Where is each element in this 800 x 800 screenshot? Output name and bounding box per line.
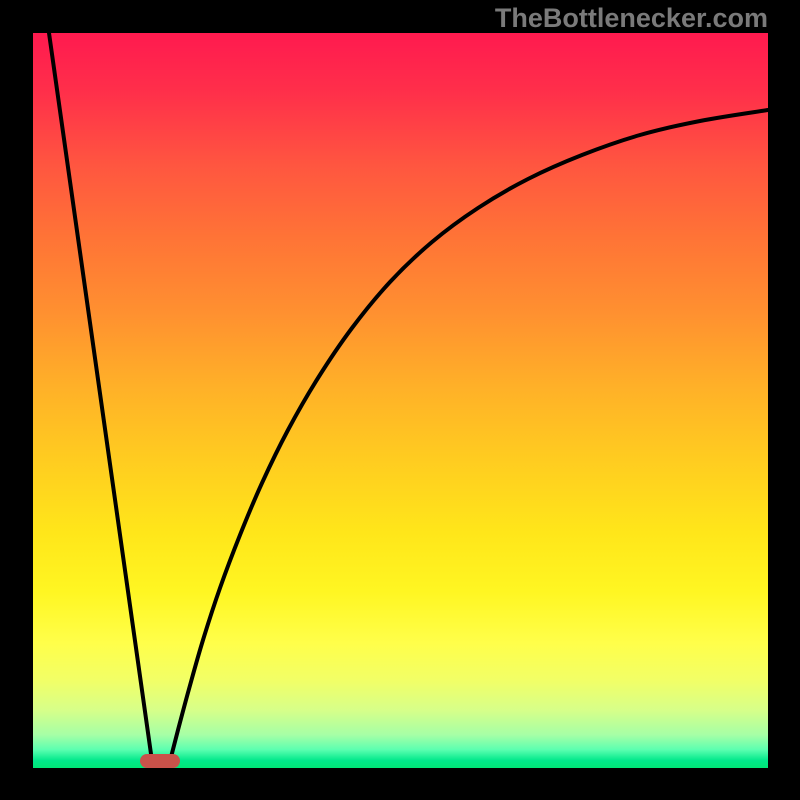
chart-container: TheBottlenecker.com bbox=[0, 0, 800, 800]
curve-layer bbox=[0, 0, 800, 800]
watermark-text: TheBottlenecker.com bbox=[495, 3, 768, 34]
bottleneck-curve bbox=[49, 33, 768, 761]
plot-area bbox=[33, 33, 768, 768]
minimum-marker bbox=[140, 754, 180, 768]
